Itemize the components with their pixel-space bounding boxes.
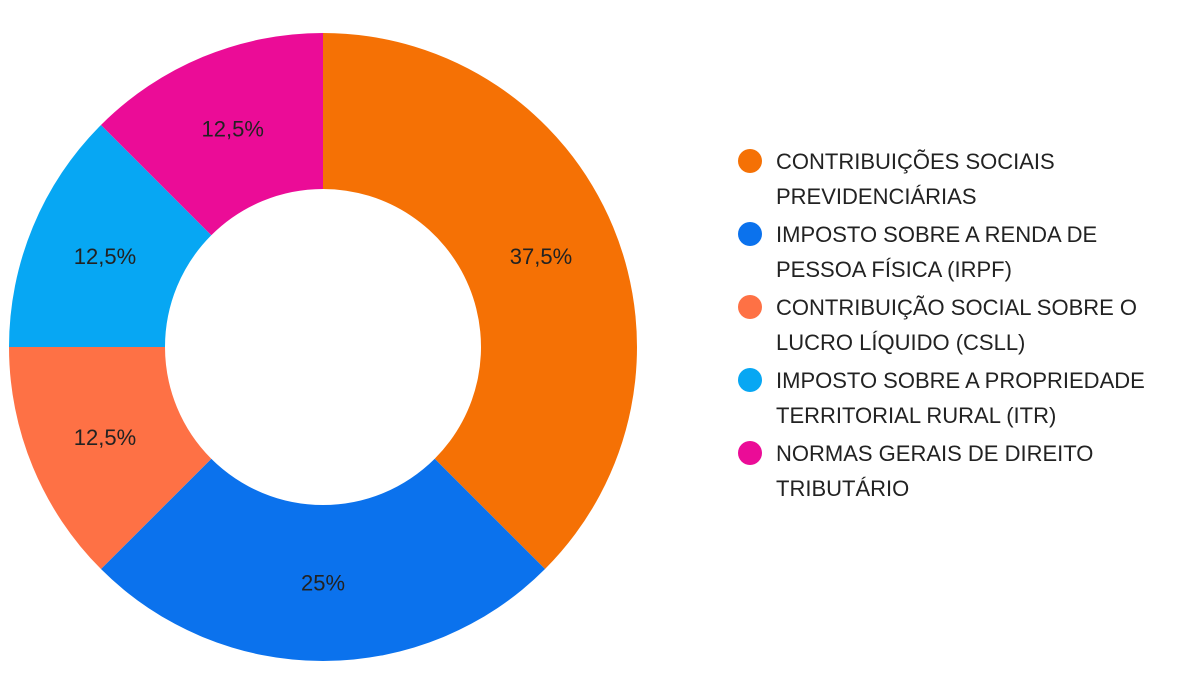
legend-swatch-icon — [738, 222, 762, 246]
slice-normas-gerais — [100, 33, 323, 236]
slice-contribuicoes-sociais — [323, 33, 638, 570]
slice-label-csll: 12,5% — [74, 425, 136, 450]
legend-swatch-icon — [738, 149, 762, 173]
legend-item-normas-gerais: NORMAS GERAIS DE DIREITO TRIBUTÁRIO — [738, 436, 1178, 506]
slice-label-itr: 12,5% — [74, 244, 136, 269]
slice-labels-group: 37,5% 25% 12,5% 12,5% 12,5% — [74, 117, 572, 596]
donut-svg: 37,5% 25% 12,5% 12,5% 12,5% — [9, 33, 638, 662]
legend: CONTRIBUIÇÕES SOCIAIS PREVIDENCIÁRIAS IM… — [738, 144, 1178, 509]
legend-item-csll: CONTRIBUIÇÃO SOCIAL SOBRE O LUCRO LÍQUID… — [738, 290, 1178, 360]
legend-item-contribuicoes-sociais: CONTRIBUIÇÕES SOCIAIS PREVIDENCIÁRIAS — [738, 144, 1178, 214]
slice-csll — [9, 347, 212, 570]
legend-swatch-icon — [738, 368, 762, 392]
slice-itr — [9, 124, 212, 347]
slice-irpf — [100, 458, 546, 662]
legend-swatch-icon — [738, 441, 762, 465]
legend-label: CONTRIBUIÇÃO SOCIAL SOBRE O LUCRO LÍQUID… — [776, 295, 1138, 355]
legend-item-itr: IMPOSTO SOBRE A PROPRIEDADE TERRITORIAL … — [738, 363, 1178, 433]
slices-group — [9, 33, 638, 662]
slice-label-irpf: 25% — [301, 571, 345, 596]
legend-label: CONTRIBUIÇÕES SOCIAIS PREVIDENCIÁRIAS — [776, 149, 1055, 209]
legend-label: IMPOSTO SOBRE A PROPRIEDADE TERRITORIAL … — [776, 368, 1145, 428]
slice-label-contribuicoes-sociais: 37,5% — [510, 244, 572, 269]
legend-item-irpf: IMPOSTO SOBRE A RENDA DE PESSOA FÍSICA (… — [738, 217, 1178, 287]
slice-label-normas-gerais: 12,5% — [202, 117, 264, 142]
legend-label: NORMAS GERAIS DE DIREITO TRIBUTÁRIO — [776, 441, 1094, 501]
legend-swatch-icon — [738, 295, 762, 319]
legend-label: IMPOSTO SOBRE A RENDA DE PESSOA FÍSICA (… — [776, 222, 1098, 282]
